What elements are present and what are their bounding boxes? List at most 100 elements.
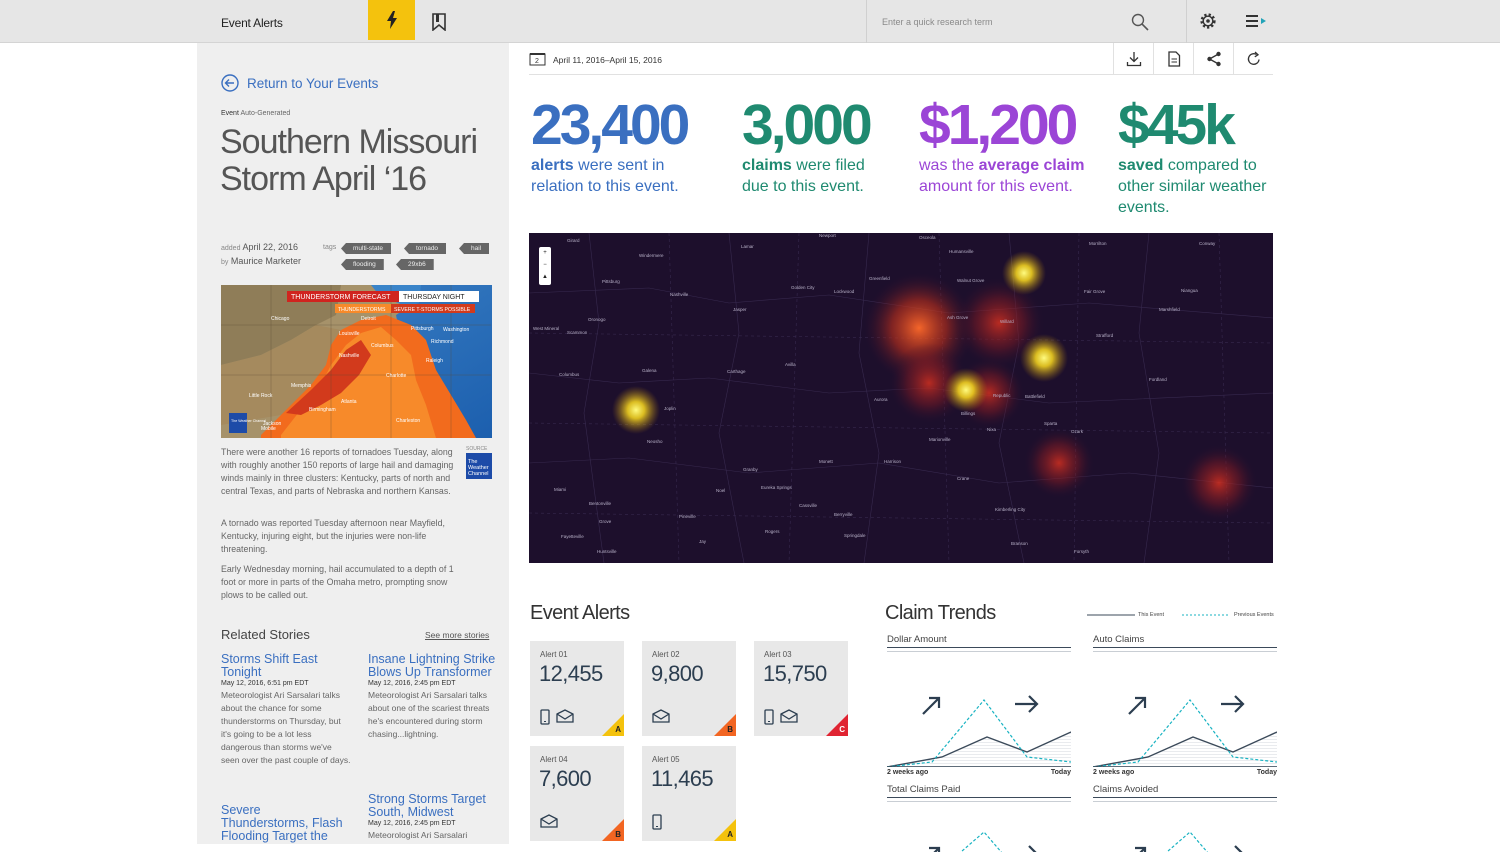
trend-axis-start: 2 weeks ago bbox=[1093, 769, 1135, 776]
map-city: Pittsburgh bbox=[411, 326, 434, 332]
document-button[interactable] bbox=[1153, 43, 1193, 75]
story-paragraph: Early Wednesday morning, hail accumulate… bbox=[221, 564, 454, 600]
severity-badge: B bbox=[602, 819, 624, 841]
tag-chip[interactable]: 29xb6 bbox=[396, 259, 434, 270]
lightning-bolt-icon bbox=[386, 11, 397, 29]
story-title[interactable]: Storms Shift East Tonight bbox=[221, 652, 318, 679]
severity-badge: A bbox=[602, 714, 624, 736]
trend-chart-dollar-amount[interactable]: Dollar Amount 2 weeks ago Today bbox=[887, 634, 1071, 776]
share-icon bbox=[1206, 51, 1221, 67]
map-town: Miami bbox=[554, 487, 566, 492]
search-input[interactable] bbox=[882, 14, 1122, 30]
map-zoom-control[interactable]: + − ▲ bbox=[539, 247, 551, 285]
map-city: Memphis bbox=[291, 383, 312, 389]
zoom-in-button[interactable]: + bbox=[543, 250, 547, 256]
share-button[interactable] bbox=[1193, 43, 1233, 75]
story-paragraph: A tornado was reported Tuesday afternoon… bbox=[221, 518, 445, 554]
map-town: Ozark bbox=[1071, 429, 1084, 434]
alert-card[interactable]: Alert 01 12,455 A bbox=[530, 641, 624, 736]
claim-trends-title: Claim Trends bbox=[885, 602, 996, 624]
alert-value: 15,750 bbox=[763, 661, 827, 686]
tag-chip[interactable]: hail bbox=[459, 243, 490, 254]
map-town: Strafford bbox=[1096, 333, 1114, 338]
map-town: Noel bbox=[716, 488, 725, 493]
stat-value: 3,000 bbox=[742, 93, 873, 157]
related-story[interactable]: Insane Lightning Strike Blows Up Transfo… bbox=[368, 653, 498, 741]
map-town: Ash Grove bbox=[947, 315, 969, 320]
date-range[interactable]: April 11, 2016–April 15, 2016 bbox=[553, 55, 663, 65]
map-city: Mobile bbox=[261, 426, 276, 432]
calendar-day: 2 bbox=[535, 58, 539, 65]
alert-value: 7,600 bbox=[539, 766, 592, 791]
gear-icon[interactable] bbox=[1199, 12, 1217, 30]
related-story[interactable]: Severe Thunderstorms, Flash Flooding Tar… bbox=[221, 804, 351, 843]
map-city: Raleigh bbox=[426, 358, 443, 364]
tags-label: tags bbox=[323, 244, 337, 251]
zoom-out-button[interactable]: − bbox=[543, 262, 547, 268]
story-title[interactable]: Severe Thunderstorms, Flash Flooding Tar… bbox=[221, 803, 343, 843]
alert-label: Alert 03 bbox=[764, 650, 792, 659]
related-story[interactable]: Strong Storms Target South, Midwest May … bbox=[368, 793, 498, 842]
calendar-icon[interactable]: 2 bbox=[529, 52, 546, 66]
alert-card[interactable]: Alert 05 11,465 A bbox=[642, 746, 736, 841]
alerts-bolt-button[interactable] bbox=[368, 0, 415, 40]
map-town: Neosho bbox=[647, 439, 663, 444]
bookmark-button[interactable] bbox=[425, 10, 453, 34]
back-arrow-icon bbox=[221, 74, 239, 92]
bookmark-icon bbox=[432, 13, 446, 31]
trend-right-arrow-icon bbox=[1015, 695, 1039, 713]
forecast-legend-a: THUNDERSTORMS bbox=[338, 307, 386, 313]
map-city: Charleston bbox=[396, 418, 420, 424]
stat-value: $45k bbox=[1118, 93, 1236, 157]
related-story[interactable]: Storms Shift East Tonight May 12, 2016, … bbox=[221, 653, 351, 767]
phone-icon bbox=[764, 709, 774, 725]
map-town: Pittsburg bbox=[602, 279, 620, 284]
trend-up-arrow-icon bbox=[922, 696, 941, 715]
story-title[interactable]: Insane Lightning Strike Blows Up Transfo… bbox=[368, 652, 496, 679]
map-town: Battlefield bbox=[1025, 394, 1045, 399]
related-stories-title: Related Stories bbox=[221, 627, 310, 642]
search-icon[interactable] bbox=[1131, 13, 1149, 31]
map-town: Sparta bbox=[1044, 421, 1058, 426]
alert-card[interactable]: Alert 03 15,750 C bbox=[754, 641, 848, 736]
alert-label: Alert 04 bbox=[540, 755, 568, 764]
map-town: Monett bbox=[819, 459, 834, 464]
map-town: Osceola bbox=[919, 235, 936, 240]
map-city: Detroit bbox=[361, 316, 376, 322]
map-town: Golden City bbox=[791, 285, 815, 290]
back-link[interactable]: Return to Your Events bbox=[221, 74, 378, 92]
story-date: May 12, 2016, 2:45 pm EDT bbox=[368, 680, 456, 687]
stat-caption: claims were filed due to this event. bbox=[742, 157, 865, 195]
date-toolbar: 2 April 11, 2016–April 15, 2016 bbox=[529, 43, 1273, 75]
north-icon[interactable]: ▲ bbox=[542, 274, 548, 280]
tag-chip[interactable]: flooding bbox=[341, 259, 384, 270]
stat-average-claim: $1,200 was the average claim amount for … bbox=[919, 95, 1094, 197]
event-heatmap[interactable]: Girard Windermere Lamar Newport Osceola … bbox=[529, 233, 1273, 563]
download-button[interactable] bbox=[1113, 43, 1153, 75]
back-link-label: Return to Your Events bbox=[247, 75, 379, 91]
tag-chip[interactable]: tornado bbox=[404, 243, 447, 254]
trend-chart-total-claims-paid[interactable]: Total Claims Paid bbox=[887, 784, 1071, 852]
stat-value: 23,400 bbox=[531, 93, 690, 157]
weather-channel-logo[interactable]: The Weather Channel bbox=[466, 453, 492, 479]
trend-chart-auto-claims[interactable]: Auto Claims 2 weeks ago Today bbox=[1093, 634, 1277, 776]
event-title: Southern Missouri Storm April ‘16 bbox=[220, 123, 478, 198]
refresh-button[interactable] bbox=[1233, 43, 1273, 75]
event-sidebar: Return to Your Events Event Auto-Generat… bbox=[197, 43, 509, 844]
alert-card[interactable]: Alert 02 9,800 B bbox=[642, 641, 736, 736]
trend-title: Dollar Amount bbox=[887, 634, 1071, 648]
trend-chart-claims-avoided[interactable]: Claims Avoided bbox=[1093, 784, 1277, 852]
map-town: Forsyth bbox=[1074, 549, 1090, 554]
map-city: Birmingham bbox=[309, 407, 336, 413]
story-title[interactable]: Strong Storms Target South, Midwest bbox=[368, 792, 486, 819]
map-town: Rogers bbox=[765, 529, 780, 534]
menu-icon[interactable] bbox=[1246, 14, 1268, 28]
alert-card[interactable]: Alert 04 7,600 B bbox=[530, 746, 624, 841]
tag-chip[interactable]: multi-state bbox=[341, 243, 391, 254]
see-more-stories-link[interactable]: See more stories bbox=[425, 630, 490, 640]
map-town: Girard bbox=[567, 238, 580, 243]
map-town: Eureka Springs bbox=[761, 485, 793, 490]
trend-up-arrow-icon bbox=[1135, 846, 1147, 852]
map-town: Windermere bbox=[639, 253, 664, 258]
trend-axis-end: Today bbox=[1256, 769, 1277, 776]
